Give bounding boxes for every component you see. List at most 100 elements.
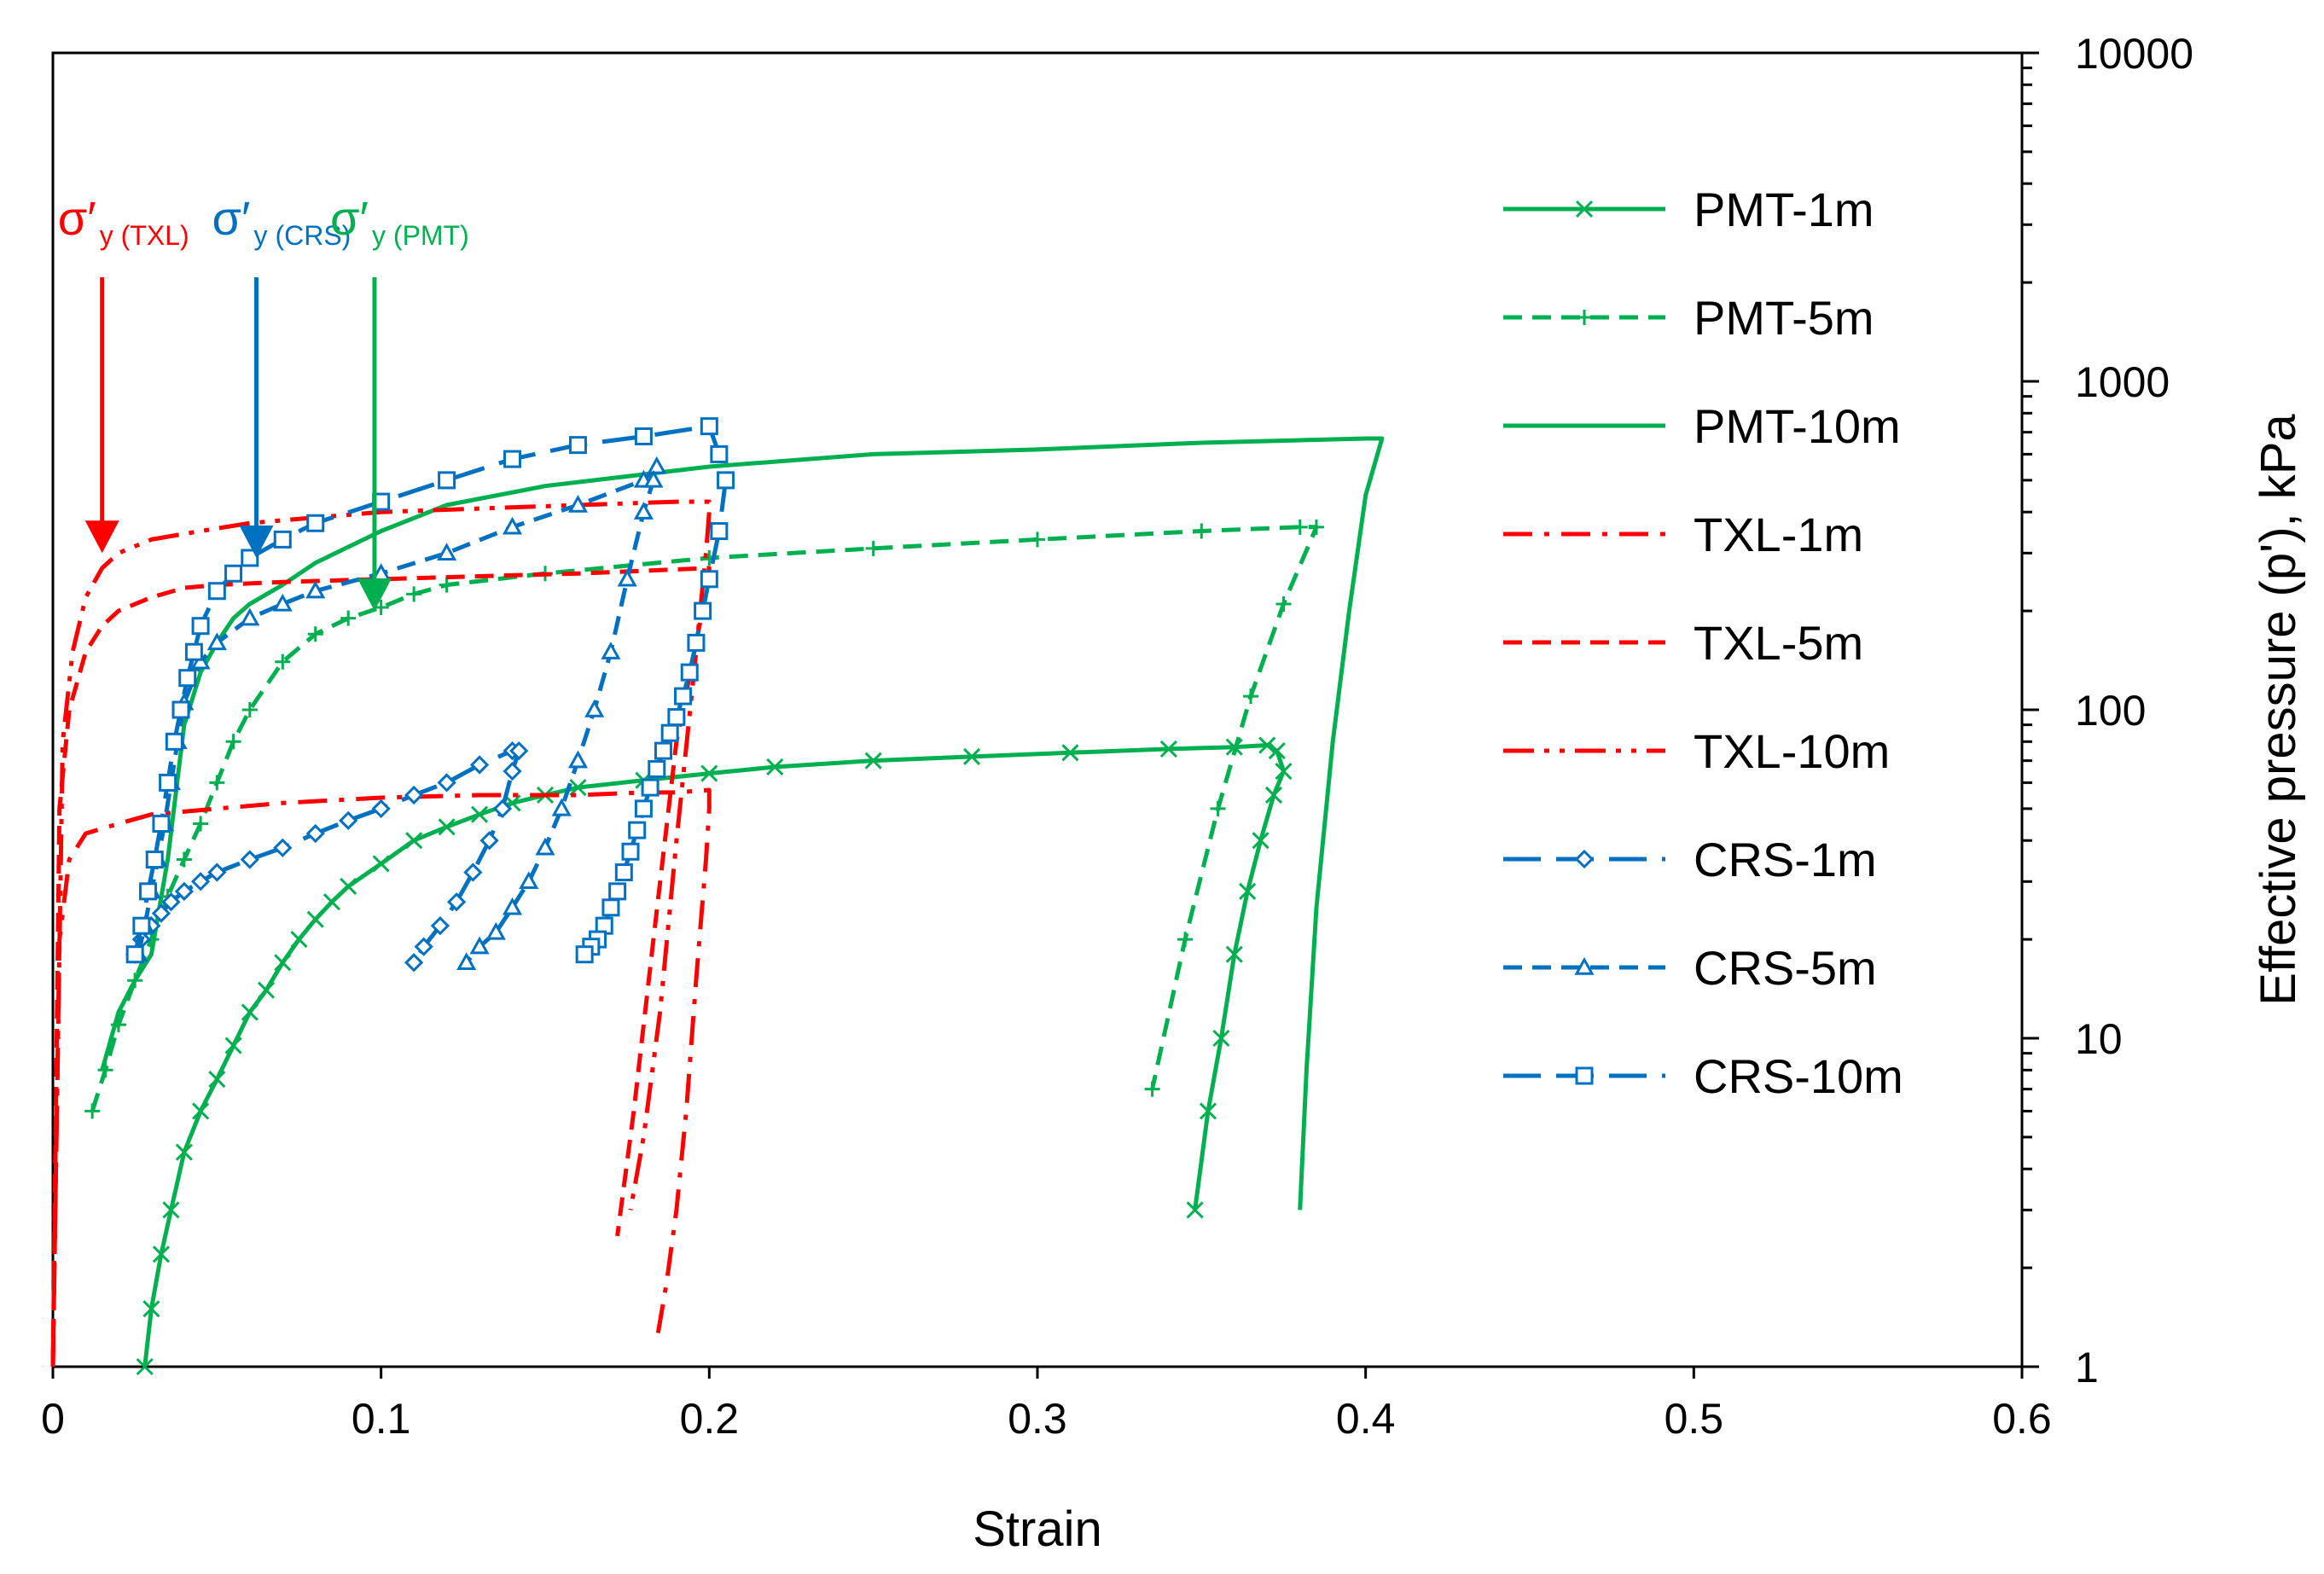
data-point	[240, 850, 259, 869]
legend-label: CRS-10m	[1694, 1049, 1903, 1103]
data-point	[1308, 519, 1324, 535]
data-point	[535, 837, 555, 856]
legend-label: CRS-1m	[1694, 833, 1877, 886]
data-point	[208, 1071, 226, 1089]
data-point	[1275, 595, 1292, 612]
data-point	[963, 747, 981, 765]
data-point	[1292, 519, 1308, 535]
data-point	[647, 456, 667, 474]
data-point	[125, 945, 144, 964]
data-point	[165, 732, 183, 751]
data-point	[700, 570, 718, 589]
data-point	[614, 863, 633, 882]
data-point	[307, 626, 323, 642]
data-point	[84, 1103, 101, 1119]
annotation-label: σ′ y (TXL)	[58, 191, 189, 251]
series-line	[50, 787, 712, 1368]
legend-label: TXL-5m	[1694, 616, 1863, 670]
data-point	[241, 702, 258, 717]
x-tick-label: 0.6	[1992, 1395, 2052, 1443]
data-point	[469, 936, 490, 955]
data-point	[290, 931, 308, 949]
data-point	[192, 1102, 210, 1120]
data-point	[1186, 1201, 1204, 1219]
yield-stress-annotation: σ′ y (PMT)	[330, 191, 469, 612]
data-point	[865, 540, 881, 556]
legend-item: TXL-5m	[1503, 616, 1863, 670]
legend-label: PMT-5m	[1694, 291, 1874, 345]
data-point	[306, 514, 325, 532]
data-point	[710, 444, 729, 463]
data-point	[152, 815, 171, 833]
series-line	[50, 566, 712, 1368]
data-point	[171, 700, 190, 719]
y-tick-label: 10000	[2075, 30, 2193, 78]
x-tick-label: 0	[41, 1395, 65, 1443]
data-point	[224, 564, 243, 583]
data-point	[674, 687, 693, 706]
annotation-subscript: y (TXL)	[100, 220, 189, 251]
x-tick-label: 0.5	[1665, 1395, 1724, 1443]
data-point	[1210, 800, 1226, 816]
data-point	[1574, 849, 1595, 869]
data-point	[660, 723, 679, 742]
data-point	[273, 838, 293, 857]
data-point	[305, 823, 325, 844]
data-point	[648, 759, 666, 778]
legend-item: PMT-1m	[1503, 183, 1874, 236]
data-point	[551, 798, 572, 816]
legend-item: CRS-1m	[1503, 833, 1877, 886]
series-line	[100, 436, 1385, 1211]
data-point	[159, 773, 177, 792]
y-axis-title: Effective pressure (p'), kPa	[2251, 414, 2306, 1006]
x-tick-label: 0.2	[680, 1395, 740, 1443]
data-point	[305, 580, 326, 599]
data-point	[717, 471, 735, 490]
data-point	[306, 910, 324, 928]
data-point	[207, 582, 226, 601]
annotation-arrow-head	[84, 520, 119, 554]
legend-label: CRS-5m	[1694, 941, 1877, 995]
data-point	[191, 617, 210, 636]
data-point	[275, 653, 291, 670]
data-point	[430, 916, 450, 936]
data-point	[151, 903, 171, 923]
data-point	[700, 764, 718, 782]
data-point	[608, 882, 627, 901]
series-crs-5m	[128, 456, 667, 970]
data-point	[152, 1246, 171, 1263]
data-point	[617, 568, 637, 587]
x-tick-label: 0.1	[352, 1395, 411, 1443]
data-point	[322, 893, 341, 911]
data-point	[372, 855, 390, 873]
data-point	[145, 851, 164, 869]
legend-item: TXL-1m	[1503, 508, 1863, 561]
data-point	[414, 937, 433, 956]
data-point	[241, 1003, 259, 1021]
x-axis-title: Strain	[973, 1501, 1102, 1557]
legend-label: TXL-1m	[1694, 508, 1863, 561]
series-crs-10m	[125, 417, 735, 964]
data-point	[339, 810, 358, 830]
data-point	[634, 799, 653, 818]
annotation-arrow-head	[357, 578, 392, 612]
data-point	[479, 831, 499, 851]
legend-item: TXL-10m	[1503, 724, 1890, 778]
x-tick-label: 0.4	[1336, 1395, 1396, 1443]
data-point	[405, 832, 423, 850]
x-tick-label: 0.3	[1008, 1395, 1067, 1443]
data-point	[503, 450, 522, 468]
data-point	[162, 1201, 180, 1219]
data-point	[437, 773, 456, 793]
data-point	[469, 755, 490, 775]
data-point	[601, 898, 620, 917]
data-point	[1264, 786, 1283, 804]
legend-item: CRS-10m	[1503, 1049, 1903, 1103]
data-point	[601, 642, 621, 659]
data-point	[641, 778, 659, 797]
data-point	[633, 502, 654, 520]
annotation-label: σ′ y (CRS)	[212, 191, 351, 251]
data-point	[1225, 945, 1243, 963]
data-point	[575, 945, 594, 964]
data-point	[667, 708, 686, 727]
